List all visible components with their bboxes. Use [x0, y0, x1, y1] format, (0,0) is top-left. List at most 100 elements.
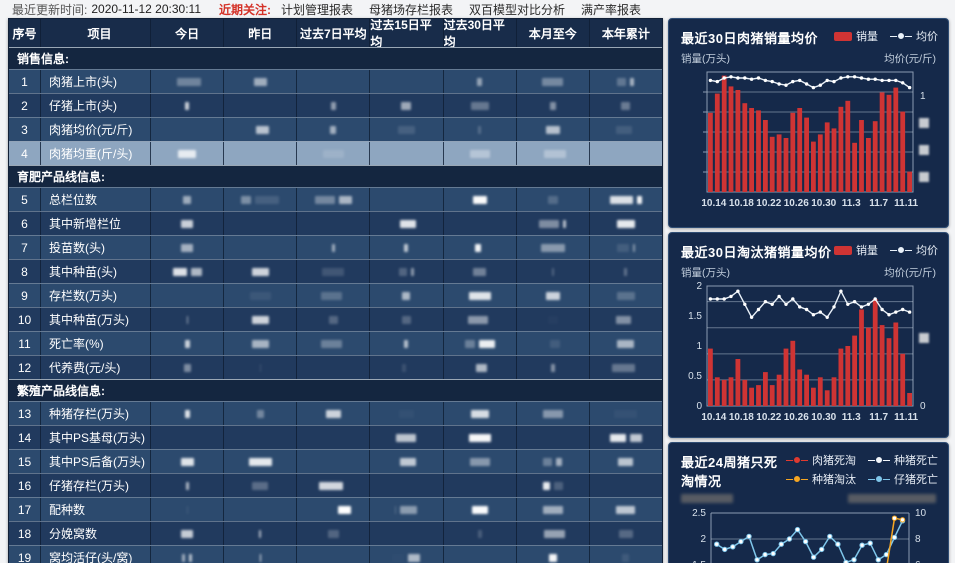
redacted-value-cell: [517, 474, 590, 497]
legend-item-销量[interactable]: 销量: [834, 28, 878, 44]
table-row-5[interactable]: 5 总栏位数: [9, 187, 662, 211]
redacted-value: [189, 553, 193, 562]
redacted-value-cell: [151, 332, 225, 355]
table-row-7[interactable]: 7 投苗数(头): [9, 235, 662, 259]
redacted-value-cell: [151, 70, 225, 93]
table-row-8[interactable]: 8 其中种苗(头): [9, 259, 662, 283]
redacted-value-cell: [517, 356, 590, 379]
table-row-12[interactable]: 12 代养费(元/头): [9, 355, 662, 379]
row-item-label: 窝均活仔(头/窝): [41, 546, 151, 563]
table-row-9[interactable]: 9 存栏数(万头): [9, 283, 662, 307]
redacted-value: [549, 101, 556, 110]
redacted-value: [241, 195, 252, 204]
table-row-14[interactable]: 14 其中PS基母(万头): [9, 425, 662, 449]
redacted-value-cell: [224, 142, 298, 165]
svg-text:1.5: 1.5: [688, 311, 702, 322]
table-row-17[interactable]: 17 配种数: [9, 497, 662, 521]
column-header-0: 序号: [9, 19, 41, 47]
table-row-11[interactable]: 11 死亡率(%): [9, 331, 662, 355]
redacted-value: [325, 409, 341, 418]
legend-item-均价[interactable]: 均价: [890, 28, 938, 44]
legend-dot: [875, 456, 883, 464]
redacted-value-cell: [517, 70, 590, 93]
last-updated-time: 2020-11-12 20:30:11: [91, 2, 201, 16]
row-index: 11: [9, 332, 41, 355]
legend-item-种猪死亡[interactable]: 种猪死亡: [868, 452, 938, 468]
redacted-value-cell: [297, 356, 371, 379]
row-index: 7: [9, 236, 41, 259]
redacted-value-cell: [151, 450, 225, 473]
table-row-13[interactable]: 13 种猪存栏(万头): [9, 401, 662, 425]
legend-item-仔猪死亡[interactable]: 仔猪死亡: [868, 471, 938, 487]
table-row-2[interactable]: 2 仔猪上市(头): [9, 93, 662, 117]
redacted-value-cell: [517, 236, 590, 259]
redacted-value: [478, 339, 495, 348]
redacted-value-cell: [444, 142, 517, 165]
legend-line-swatch: [786, 475, 808, 484]
table-row-16[interactable]: 16 仔猪存栏(万头): [9, 473, 662, 497]
redacted-value: [470, 409, 489, 418]
table-row-6[interactable]: 6 其中新增栏位: [9, 211, 662, 235]
row-index: 18: [9, 522, 41, 545]
redacted-value: [399, 410, 414, 418]
row-item-label: 投苗数(头): [41, 236, 151, 259]
topbar-link-0[interactable]: 计划管理报表: [281, 2, 354, 17]
legend-item-种猪淘汰[interactable]: 种猪淘汰: [786, 471, 856, 487]
redacted-value-cell: [444, 402, 517, 425]
redacted-value-cell: [517, 546, 590, 563]
row-item-label: 总栏位数: [41, 188, 151, 211]
redacted-value: [248, 457, 272, 466]
redacted-value: [632, 243, 635, 252]
redacted-value-cell: [224, 356, 298, 379]
redacted-value: [467, 315, 488, 324]
legend-label: 均价: [916, 245, 938, 257]
redacted-value-cell: [224, 284, 298, 307]
topbar-link-1[interactable]: 母猪场存栏报表: [369, 2, 454, 17]
legend-label: 肉猪死淘: [812, 455, 856, 467]
table-row-4[interactable]: 4 肉猪均重(斤/头): [9, 141, 662, 165]
legend-item-肉猪死淘[interactable]: 肉猪死淘: [786, 452, 856, 468]
redacted-value-cell: [370, 332, 444, 355]
redacted-value-cell: [224, 188, 298, 211]
legend-item-销量[interactable]: 销量: [834, 242, 878, 258]
topbar-links: 计划管理报表 母猪场存栏报表 双百模型对比分析 满产率报表: [281, 1, 657, 18]
redacted-value: [400, 457, 417, 466]
row-item-label: 仔猪上市(头): [41, 94, 151, 117]
redacted-value-cell: [590, 236, 662, 259]
redacted-value: [477, 77, 483, 86]
row-item-label: 死亡率(%): [41, 332, 151, 355]
redacted-value: [180, 457, 194, 466]
table-row-15[interactable]: 15 其中PS后备(万头): [9, 449, 662, 473]
redacted-value-cell: [224, 260, 298, 283]
redacted-value: [404, 243, 409, 252]
svg-text:8: 8: [915, 534, 921, 545]
table-row-3[interactable]: 3 肉猪均价(元/斤): [9, 117, 662, 141]
redacted-value: [178, 149, 197, 158]
redacted-value-cell: [444, 212, 517, 235]
redacted-value: [259, 553, 261, 562]
x-tick-label: 10.30: [811, 412, 836, 423]
redacted-value: [322, 267, 345, 276]
column-header-3: 昨日: [224, 19, 298, 47]
last-updated-label: 最近更新时间:: [12, 2, 88, 17]
legend-line-swatch: [890, 246, 912, 255]
table-row-18[interactable]: 18 分娩窝数: [9, 521, 662, 545]
price-line: [710, 76, 910, 89]
redacted-value: [186, 315, 188, 324]
redacted-value-cell: [444, 450, 517, 473]
row-item-label: 其中新增栏位: [41, 212, 151, 235]
redacted-value: [542, 481, 550, 490]
legend-item-均价[interactable]: 均价: [890, 242, 938, 258]
left-axis-title: 销量(万头): [681, 53, 730, 65]
topbar-link-2[interactable]: 双百模型对比分析: [469, 2, 566, 17]
table-row-19[interactable]: 19 窝均活仔(头/窝): [9, 545, 662, 563]
x-tick-label: 10.30: [811, 198, 836, 209]
topbar-link-3[interactable]: 满产率报表: [581, 2, 642, 17]
chart-title: 最近24周猪只死淘情况: [681, 455, 778, 489]
redacted-value: [540, 243, 565, 252]
redacted-value-cell: [590, 474, 662, 497]
redacted-value: [547, 195, 558, 204]
svg-text:0: 0: [696, 401, 702, 412]
table-row-10[interactable]: 10 其中种苗(万头): [9, 307, 662, 331]
table-row-1[interactable]: 1 肉猪上市(头): [9, 69, 662, 93]
